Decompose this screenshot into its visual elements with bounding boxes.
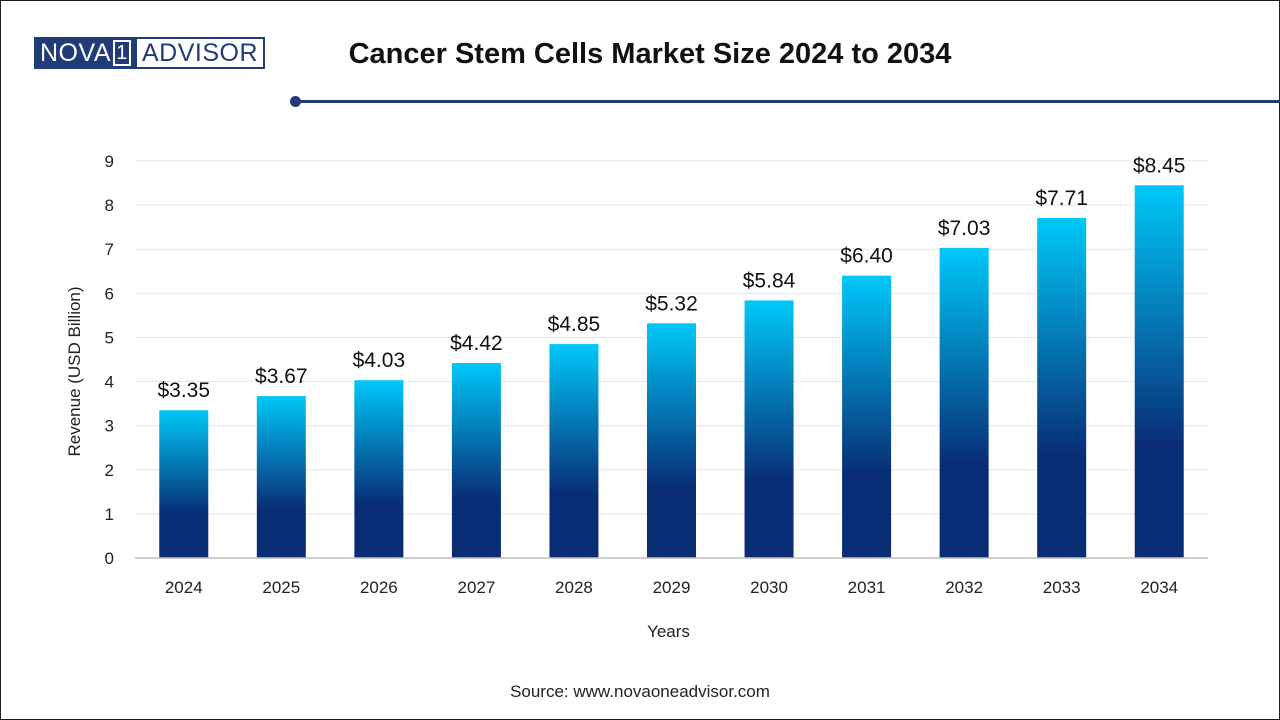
x-tick-label: 2031: [848, 578, 886, 597]
bar-value-label: $6.40: [840, 245, 893, 268]
y-tick-label: 5: [105, 328, 114, 347]
y-tick-label: 1: [105, 505, 114, 524]
bar-2032: [939, 247, 989, 558]
x-tick-label: 2030: [750, 578, 788, 597]
brand-logo: NOVA 1 ADVISOR: [34, 37, 266, 69]
logo-right-block: ADVISOR: [135, 37, 266, 69]
bar-2034: [1134, 185, 1184, 558]
bar-2025: [256, 396, 306, 558]
title-underline: [300, 100, 1280, 103]
y-tick-label: 6: [105, 284, 114, 303]
bar-2028: [549, 344, 599, 558]
bar-value-label: $3.67: [255, 365, 308, 388]
y-tick-label: 8: [105, 196, 114, 215]
x-tick-label: 2034: [1140, 578, 1178, 597]
y-axis-ticks: 0 1 2 3 4 5 6 7 8 9: [105, 152, 114, 568]
bar-2026: [354, 380, 404, 558]
bar-value-labels: $3.35 $3.67 $4.03 $4.42 $4.85 $5.32 $5.84 $6.40…: [157, 154, 1185, 402]
bar-value-label: $7.71: [1035, 187, 1088, 210]
x-tick-label: 2024: [165, 578, 203, 597]
x-axis-ticks: 2024 2025 2026 2027 2028 2029 2030 2031 2032 2033…: [165, 578, 1178, 597]
bar-2027: [451, 363, 501, 558]
logo-text-advisor: ADVISOR: [142, 38, 259, 67]
bar-value-label: $5.84: [743, 269, 796, 292]
bars: [159, 185, 1184, 559]
bar-2024: [159, 410, 209, 558]
title-underline-dot: [290, 96, 301, 107]
logo-left-block: NOVA 1: [34, 37, 135, 69]
chart-title: Cancer Stem Cells Market Size 2024 to 20…: [348, 38, 952, 70]
bar-2031: [842, 275, 892, 558]
bar-value-label: $4.42: [450, 332, 503, 355]
source-note: Source: www.novaoneadvisor.com: [510, 682, 770, 701]
x-tick-label: 2033: [1043, 578, 1081, 597]
bar-2033: [1037, 217, 1087, 559]
bar-value-label: $7.03: [938, 217, 991, 240]
x-tick-label: 2029: [653, 578, 691, 597]
y-tick-label: 2: [105, 461, 114, 480]
logo-text-nova: NOVA: [40, 38, 111, 67]
bar-2029: [647, 323, 696, 558]
x-axis-title: Years: [647, 622, 690, 641]
y-tick-label: 3: [105, 417, 114, 436]
y-tick-label: 9: [105, 152, 114, 171]
x-tick-label: 2025: [262, 578, 300, 597]
y-axis-title: Revenue (USD Billion): [65, 286, 84, 456]
bar-value-label: $4.03: [353, 349, 406, 372]
x-tick-label: 2026: [360, 578, 398, 597]
y-tick-label: 7: [105, 240, 114, 259]
logo-one-badge: 1: [113, 40, 131, 66]
bar-value-label: $4.85: [548, 313, 601, 336]
bar-value-label: $8.45: [1133, 154, 1186, 177]
y-tick-label: 4: [105, 373, 114, 392]
bar-2030: [744, 300, 794, 558]
bar-value-label: $3.35: [157, 379, 210, 402]
x-tick-label: 2028: [555, 578, 593, 597]
y-tick-label: 0: [105, 549, 114, 568]
bar-value-label: $5.32: [645, 292, 698, 315]
x-tick-label: 2032: [945, 578, 983, 597]
x-tick-label: 2027: [457, 578, 495, 597]
